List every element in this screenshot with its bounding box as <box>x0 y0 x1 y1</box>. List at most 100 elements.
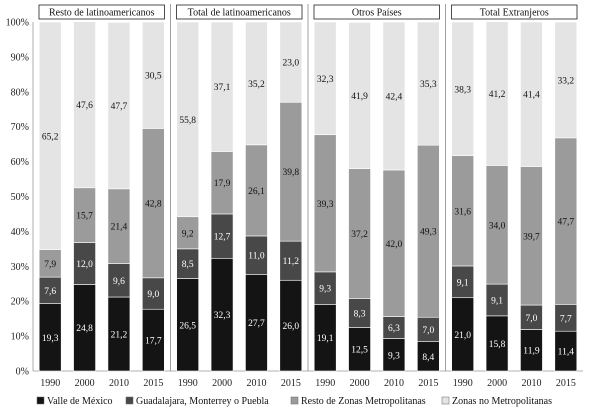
legend-swatch <box>290 396 299 405</box>
data-label: 7,0 <box>422 326 434 336</box>
x-tick-label: 1990 <box>315 378 335 389</box>
data-label: 9,1 <box>491 296 503 306</box>
x-tick-label: 2015 <box>418 378 438 389</box>
data-label: 42,8 <box>145 200 162 210</box>
panel-title: Resto de latinoamericanos <box>49 8 155 19</box>
data-label: 19,3 <box>42 334 59 344</box>
y-tick-label: 10% <box>11 332 29 343</box>
data-label: 35,3 <box>420 80 437 90</box>
y-tick-label: 40% <box>11 227 29 238</box>
data-label: 12,7 <box>214 233 231 243</box>
data-label: 27,7 <box>248 319 265 329</box>
x-tick-label: 1990 <box>178 378 198 389</box>
panel: Otros Países 19,1 9,3 39,3 32,3 1990 12,5 8,3 37… <box>307 4 440 389</box>
data-label: 42,4 <box>386 92 403 102</box>
bar-segment <box>520 21 543 167</box>
data-label: 38,3 <box>454 85 471 95</box>
data-label: 47,6 <box>76 101 93 111</box>
data-label: 31,6 <box>454 207 471 217</box>
data-label: 15,7 <box>76 212 93 222</box>
chart-panels: Resto de latinoamericanos 19,3 7,6 7,9 65,2 1… <box>38 4 578 389</box>
data-label: 11,4 <box>558 348 575 358</box>
x-tick-label: 1990 <box>40 378 60 389</box>
data-label: 9,1 <box>457 278 469 288</box>
x-tick-label: 2015 <box>143 378 163 389</box>
bar-segment <box>245 21 268 146</box>
bar-segment <box>38 21 62 250</box>
data-label: 24,8 <box>76 324 93 334</box>
data-label: 21,4 <box>111 223 128 233</box>
bar-segment <box>348 22 371 169</box>
data-label: 11,0 <box>248 252 265 262</box>
legend-label: Guadalajara, Monterrey o Puebla <box>136 396 269 407</box>
y-tick-label: 90% <box>11 52 29 63</box>
legend-swatch <box>125 396 134 405</box>
data-label: 47,7 <box>558 218 575 228</box>
data-label: 39,3 <box>317 200 334 210</box>
data-label: 32,3 <box>214 311 231 321</box>
x-tick-label: 1990 <box>453 378 473 389</box>
data-label: 23,0 <box>283 59 300 69</box>
data-label: 9,6 <box>113 277 125 287</box>
legend-item: Zonas no Metropolitanas <box>441 396 552 407</box>
data-label: 6,3 <box>388 324 400 334</box>
data-label: 7,9 <box>44 260 56 270</box>
data-label: 26,1 <box>248 187 265 197</box>
data-label: 26,5 <box>179 321 196 331</box>
data-label: 15,8 <box>489 340 506 350</box>
data-label: 33,2 <box>558 76 575 86</box>
data-label: 11,2 <box>283 257 300 267</box>
x-tick-label: 2015 <box>281 378 301 389</box>
data-label: 12,5 <box>351 346 368 356</box>
panel: Total Extranjeros 21,0 9,1 31,6 38,3 1990 15,8… <box>445 4 578 389</box>
y-tick-label: 100% <box>6 18 29 29</box>
legend: Valle de México Guadalajara, Monterrey o … <box>36 396 552 407</box>
legend-label: Resto de Zonas Metropolitanas <box>301 396 426 407</box>
data-label: 41,2 <box>489 90 506 100</box>
data-label: 49,3 <box>420 228 437 238</box>
data-label: 35,2 <box>248 80 265 90</box>
data-label: 7,0 <box>526 314 538 324</box>
x-tick-label: 2010 <box>384 378 404 389</box>
legend-label: Valle de México <box>47 396 113 407</box>
bar-segment <box>210 21 234 152</box>
data-label: 41,9 <box>351 92 368 102</box>
y-tick-label: 60% <box>11 157 29 168</box>
data-label: 42,0 <box>386 240 403 250</box>
data-label: 26,0 <box>283 322 300 332</box>
data-label: 39,7 <box>523 232 540 242</box>
x-tick-label: 2010 <box>246 378 266 389</box>
panel-title-box <box>38 4 165 20</box>
legend-item: Guadalajara, Monterrey o Puebla <box>125 396 269 407</box>
data-label: 17,9 <box>214 179 231 189</box>
x-tick-label: 2000 <box>487 378 507 389</box>
data-label: 47,7 <box>111 102 128 112</box>
legend-item: Valle de México <box>36 396 113 407</box>
x-tick-label: 2015 <box>556 378 576 389</box>
y-tick-label: 30% <box>11 262 29 273</box>
bar-segment <box>313 21 337 136</box>
panel-title-box <box>176 4 303 20</box>
data-label: 37,2 <box>351 230 368 240</box>
data-label: 11,9 <box>523 347 540 357</box>
data-label: 32,3 <box>317 75 334 85</box>
data-label: 8,3 <box>354 309 366 319</box>
bar-segment <box>176 21 199 218</box>
data-label: 34,0 <box>489 221 506 231</box>
x-tick-label: 2000 <box>75 378 95 389</box>
data-label: 30,5 <box>145 72 162 82</box>
data-label: 9,3 <box>319 285 331 295</box>
panel-title-box <box>313 4 440 20</box>
x-tick-label: 2000 <box>212 378 232 389</box>
bar-segment <box>382 21 406 171</box>
bar-segment <box>451 21 474 156</box>
x-tick-label: 2010 <box>521 378 541 389</box>
data-label: 17,7 <box>145 337 162 347</box>
legend-item: Resto de Zonas Metropolitanas <box>290 396 426 407</box>
panel: Total de latinoamericanos 26,5 8,5 9,2 55,8 1… <box>170 4 303 389</box>
data-label: 19,1 <box>317 334 334 344</box>
panel: Resto de latinoamericanos 19,3 7,6 7,9 65,2 1… <box>38 4 165 389</box>
x-tick-label: 2010 <box>109 378 129 389</box>
data-label: 8,5 <box>182 260 194 270</box>
